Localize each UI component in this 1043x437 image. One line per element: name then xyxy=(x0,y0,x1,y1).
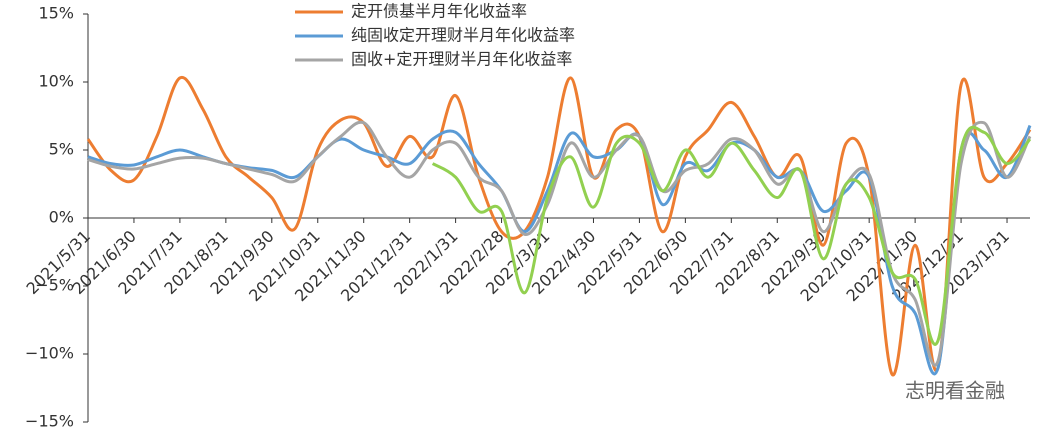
y-tick-label: −15% xyxy=(25,412,74,431)
watermark: 志明看金融 xyxy=(905,379,1005,403)
y-tick-label: 5% xyxy=(49,140,74,159)
legend-label: 固收+定开理财半月年化收益率 xyxy=(351,50,572,69)
y-tick-label: −10% xyxy=(25,344,74,363)
y-tick-label: 10% xyxy=(38,72,74,91)
y-tick-label: −5% xyxy=(35,276,74,295)
legend-label: 纯固收定开理财半月年化收益率 xyxy=(351,26,575,45)
legend-label: 定开债基半月年化收益率 xyxy=(351,2,527,21)
y-tick-label: 15% xyxy=(38,4,74,23)
series-line xyxy=(431,125,1032,346)
series-line xyxy=(86,75,1032,376)
y-tick-label: 0% xyxy=(49,208,74,227)
